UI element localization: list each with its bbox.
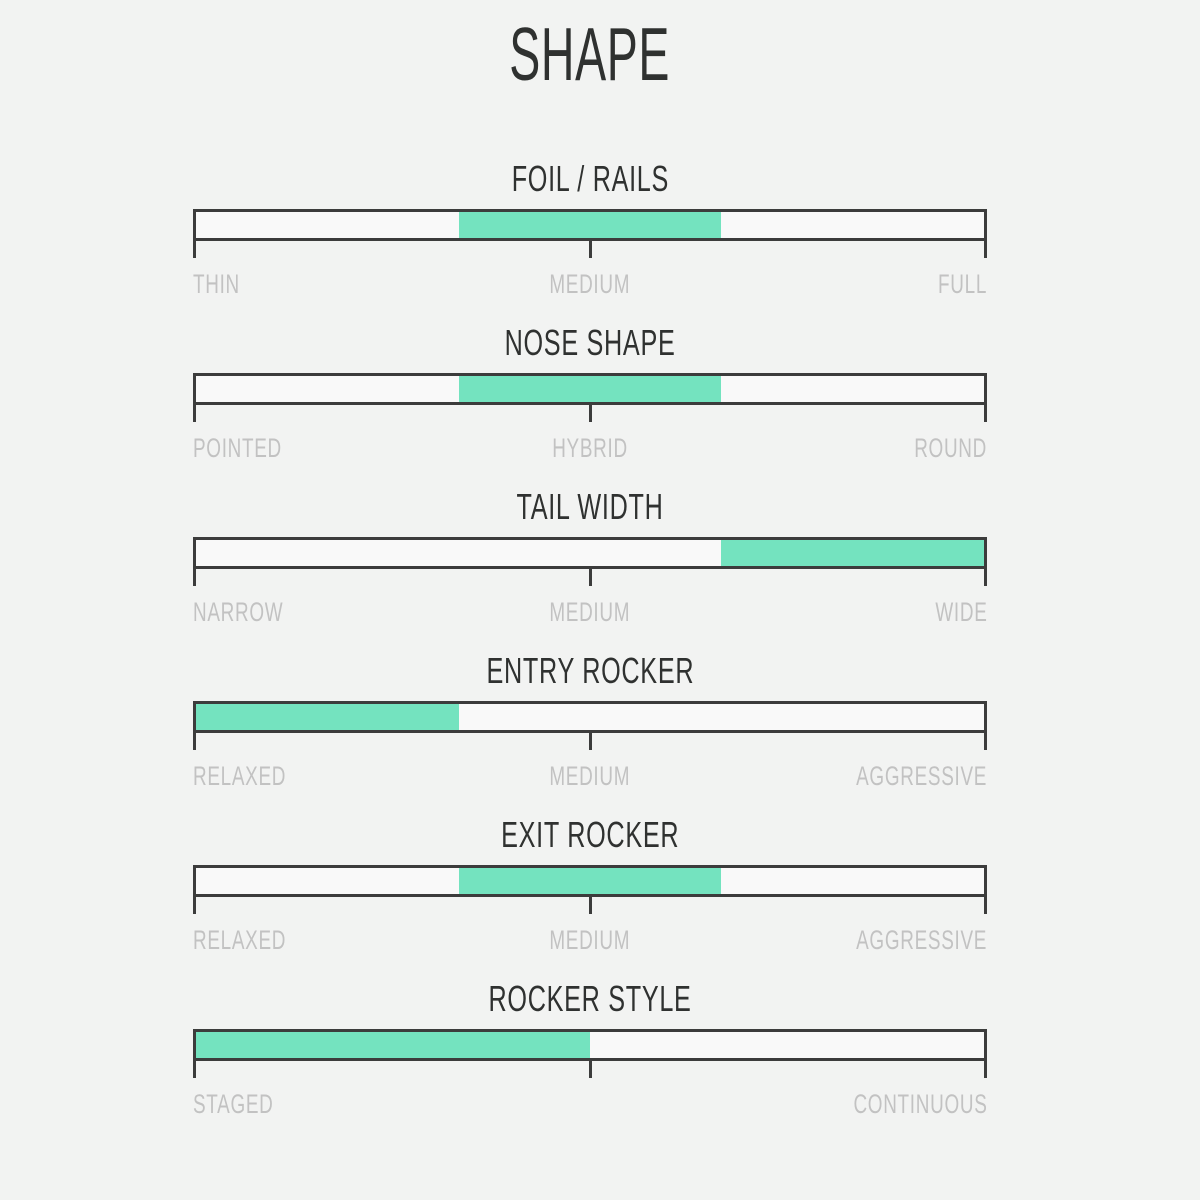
tick-left (193, 241, 196, 258)
tick-row (193, 569, 987, 587)
scale-labels: THIN MEDIUM FULL (193, 271, 987, 298)
slider-exit-rocker: EXIT ROCKER RELAXED MEDIUM AGGRESSIVE (193, 817, 987, 954)
range-fill (196, 1032, 590, 1058)
slider-entry-rocker: ENTRY ROCKER RELAXED MEDIUM AGGRESSIVE (193, 653, 987, 790)
tick-right (984, 569, 987, 586)
slider-title: ROCKER STYLE (488, 978, 692, 1019)
tick-center (588, 1061, 592, 1078)
scale-labels: POINTED HYBRID ROUND (193, 435, 987, 462)
tick-left (193, 897, 196, 914)
scale-label-left: RELAXED (193, 925, 287, 955)
scale-label-right: CONTINUOUS (852, 1089, 987, 1119)
slider-title: EXIT ROCKER (500, 814, 680, 855)
tick-left (193, 569, 196, 586)
slider-nose-shape: NOSE SHAPE POINTED HYBRID ROUND (193, 325, 987, 462)
tick-left (193, 1061, 196, 1078)
scale-label-center: MEDIUM (549, 925, 631, 955)
slider-track (193, 865, 987, 897)
tick-right (984, 733, 987, 750)
scale-label-center: MEDIUM (549, 761, 631, 791)
scale-label-left: RELAXED (193, 761, 287, 791)
page-title: SHAPE (509, 12, 671, 96)
range-fill (196, 704, 459, 730)
tick-row (193, 733, 987, 751)
tick-row (193, 405, 987, 423)
scale-label-center: MEDIUM (549, 597, 631, 627)
scale-label-left: STAGED (193, 1089, 274, 1119)
tick-right (984, 1061, 987, 1078)
scale-label-left: THIN (193, 269, 240, 299)
slider-rocker-style: ROCKER STYLE STAGED CONTINUOUS (193, 981, 987, 1118)
slider-tail-width: TAIL WIDTH NARROW MEDIUM WIDE (193, 489, 987, 626)
scale-labels: STAGED CONTINUOUS (193, 1091, 987, 1118)
slider-title: ENTRY ROCKER (486, 650, 694, 691)
tick-right (984, 241, 987, 258)
range-fill (458, 376, 722, 402)
slider-title: TAIL WIDTH (516, 486, 664, 527)
scale-label-right: WIDE (934, 597, 987, 627)
tick-row (193, 1061, 987, 1079)
scale-label-right: AGGRESSIVE (856, 761, 987, 791)
tick-center (588, 405, 592, 422)
scale-label-right: ROUND (914, 433, 987, 463)
tick-center (588, 241, 592, 258)
slider-track (193, 373, 987, 405)
slider-title: NOSE SHAPE (504, 322, 676, 363)
slider-track (193, 537, 987, 569)
scale-labels: RELAXED MEDIUM AGGRESSIVE (193, 763, 987, 790)
scale-label-left: NARROW (193, 597, 284, 627)
shape-infographic: SHAPE FOIL / RAILS THIN MEDIUM FULL NOSE… (193, 0, 987, 1118)
scale-label-right: FULL (937, 269, 987, 299)
tick-right (984, 897, 987, 914)
range-fill (721, 540, 984, 566)
slider-foil-rails: FOIL / RAILS THIN MEDIUM FULL (193, 161, 987, 298)
tick-left (193, 405, 196, 422)
scale-labels: RELAXED MEDIUM AGGRESSIVE (193, 927, 987, 954)
tick-row (193, 897, 987, 915)
scale-label-left: POINTED (193, 433, 282, 463)
tick-center (588, 897, 592, 914)
scale-label-center: MEDIUM (549, 269, 631, 299)
scale-label-center: HYBRID (552, 433, 628, 463)
scale-label-right: AGGRESSIVE (856, 925, 987, 955)
slider-track (193, 701, 987, 733)
range-fill (458, 212, 722, 238)
tick-center (588, 569, 592, 586)
range-fill (458, 868, 722, 894)
tick-row (193, 241, 987, 259)
tick-right (984, 405, 987, 422)
slider-title: FOIL / RAILS (511, 158, 669, 199)
slider-track (193, 209, 987, 241)
slider-track (193, 1029, 987, 1061)
tick-center (588, 733, 592, 750)
scale-labels: NARROW MEDIUM WIDE (193, 599, 987, 626)
tick-left (193, 733, 196, 750)
